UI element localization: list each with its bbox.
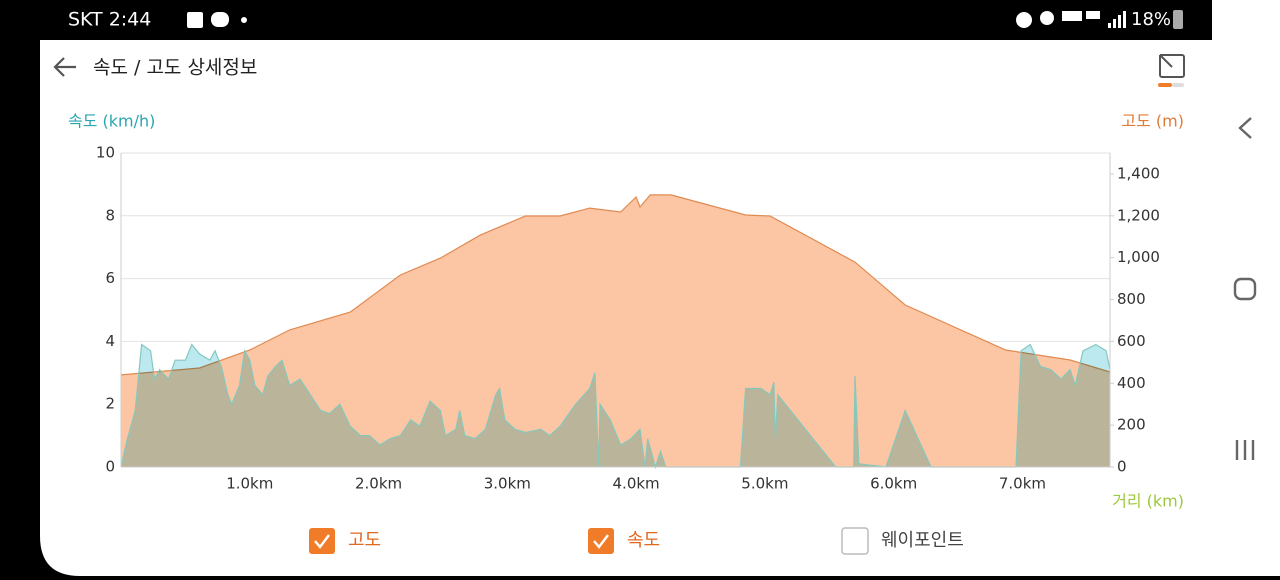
check-icon: [593, 534, 609, 549]
page-indicator: [1172, 83, 1184, 87]
y2-axis-label: 고도 (m): [1121, 112, 1184, 131]
checkbox-checked[interactable]: [309, 528, 335, 554]
legend-label[interactable]: 고도: [348, 530, 381, 551]
y2-tick-label: 200: [1117, 416, 1146, 434]
legend-label[interactable]: 속도: [627, 530, 660, 551]
page-title: 속도 / 고도 상세정보: [93, 57, 257, 79]
y2-tick-label: 1,000: [1117, 248, 1160, 266]
y-tick-label: 8: [105, 206, 115, 224]
toggle-label[interactable]: 웨이포인트: [881, 530, 964, 551]
y2-tick-label: 400: [1117, 374, 1146, 392]
nav-back[interactable]: [1238, 117, 1252, 139]
status-time: SKT 2:44: [68, 9, 151, 31]
page-indicator: [1158, 83, 1172, 87]
expand-button[interactable]: [1159, 54, 1185, 78]
x-tick-label: 3.0km: [484, 475, 531, 493]
y-axis-label: 속도 (km/h): [68, 112, 155, 131]
x-tick-label: 1.0km: [226, 475, 273, 493]
x-tick-label: 5.0km: [741, 475, 788, 493]
y-tick-label: 0: [105, 458, 115, 476]
status-icons: [187, 10, 1183, 29]
x-axis-label: 거리 (km): [1112, 492, 1184, 511]
area-line: [120, 194, 1111, 376]
x-tick-label: 2.0km: [355, 475, 402, 493]
y2-tick-label: 1,400: [1117, 164, 1160, 182]
y2-tick-label: 0: [1117, 458, 1127, 476]
area-line: [120, 343, 1111, 470]
y-tick-label: 6: [105, 269, 115, 287]
plot: 0 2 4 6 8 10 0 200 400 600 800 1,000 1,200 1,400 1.0km…: [96, 144, 1160, 493]
nav-home[interactable]: [1233, 277, 1257, 301]
x-tick-label: 6.0km: [870, 475, 917, 493]
x-tick-label: 7.0km: [999, 475, 1046, 493]
battery-level: 18%: [1131, 9, 1171, 30]
check-icon: [314, 534, 330, 549]
y2-tick-label: 800: [1117, 290, 1146, 308]
nav-bar: [1212, 0, 1280, 576]
checkbox-checked[interactable]: [588, 528, 614, 554]
checkbox-unchecked[interactable]: [841, 527, 869, 555]
y-tick-label: 4: [105, 332, 115, 350]
nav-recents[interactable]: [1235, 440, 1255, 460]
y2-tick-label: 1,200: [1117, 206, 1160, 224]
area-fill: [121, 344, 1110, 467]
back-button[interactable]: [53, 57, 76, 77]
area-fill: [121, 194, 1110, 467]
y-tick-label: 2: [105, 395, 115, 413]
y2-tick-label: 600: [1117, 332, 1146, 350]
y-tick-label: 10: [96, 144, 115, 162]
x-tick-label: 4.0km: [613, 475, 660, 493]
